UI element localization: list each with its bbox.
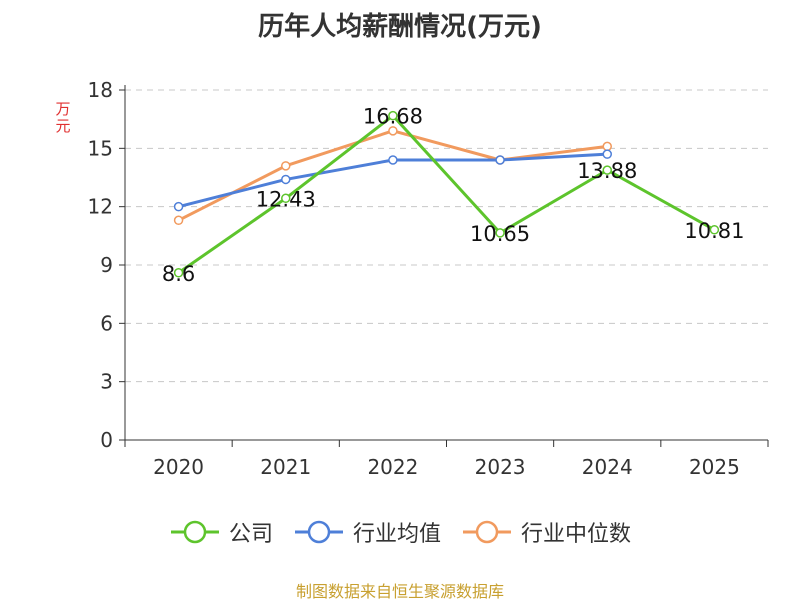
y-tick-label: 6 [100, 311, 113, 335]
legend-line-icon [294, 520, 343, 544]
data-point [388, 110, 398, 121]
series-lines [173, 110, 720, 278]
data-point [281, 174, 291, 185]
data-point [173, 201, 184, 212]
data-labels: 8.6 12.43 16.68 10.65 13.88 10.81 [162, 105, 745, 286]
y-tick-label: 18 [88, 78, 113, 102]
data-point [281, 161, 291, 171]
x-tick-label: 2020 [153, 455, 204, 479]
data-label: 12.43 [256, 187, 316, 211]
axes: 0 3 6 9 12 15 18 2020 2021 2022 2023 2024 2025 [88, 78, 769, 479]
x-tick-label: 2021 [260, 455, 311, 479]
data-point [388, 155, 398, 165]
legend-label: 公司 [228, 522, 273, 547]
data-point [173, 268, 184, 278]
data-label: 10.81 [684, 219, 744, 243]
legend-label: 行业中位数 [521, 522, 632, 547]
y-tick-label: 3 [100, 370, 113, 394]
data-point [281, 193, 291, 204]
data-point [388, 126, 398, 136]
data-point [602, 165, 612, 175]
data-point [173, 215, 184, 226]
x-tick-label: 2024 [582, 455, 633, 479]
data-label: 8.6 [162, 262, 195, 286]
x-tick-label: 2022 [367, 455, 418, 479]
legend-label: 行业均值 [352, 522, 441, 547]
data-point [602, 149, 612, 159]
y-tick-label: 12 [88, 195, 113, 219]
source-note: 制图数据来自恒生聚源数据库 [295, 582, 504, 601]
line-chart: 0 3 6 9 12 15 18 2020 2021 2022 2023 2024 2025 8.6 12… [88, 78, 769, 479]
legend-item[interactable]: 行业均值 [293, 516, 441, 548]
data-point [495, 155, 505, 165]
x-tick-label: 2025 [689, 455, 740, 479]
y-tick-label: 9 [100, 253, 113, 277]
chart-title: 历年人均薪酬情况(万元) [258, 12, 542, 42]
data-label: 16.68 [363, 105, 423, 129]
legend: 公司 行业均值 行业中位数 [0, 516, 800, 548]
grid-lines [125, 89, 768, 383]
y-tick-label: 0 [100, 428, 113, 452]
y-axis-label: 万元 [55, 100, 71, 135]
legend-item[interactable]: 公司 [169, 516, 273, 548]
legend-item[interactable]: 行业中位数 [461, 516, 631, 548]
data-point [709, 225, 720, 235]
data-label: 10.65 [470, 222, 530, 246]
legend-line-icon [463, 520, 511, 544]
series-line [177, 114, 716, 275]
data-point [602, 141, 612, 152]
y-tick-label: 15 [88, 136, 113, 160]
data-point [495, 228, 505, 238]
legend-line-icon [170, 520, 219, 544]
x-tick-label: 2023 [475, 455, 526, 479]
data-label: 13.88 [577, 159, 637, 183]
